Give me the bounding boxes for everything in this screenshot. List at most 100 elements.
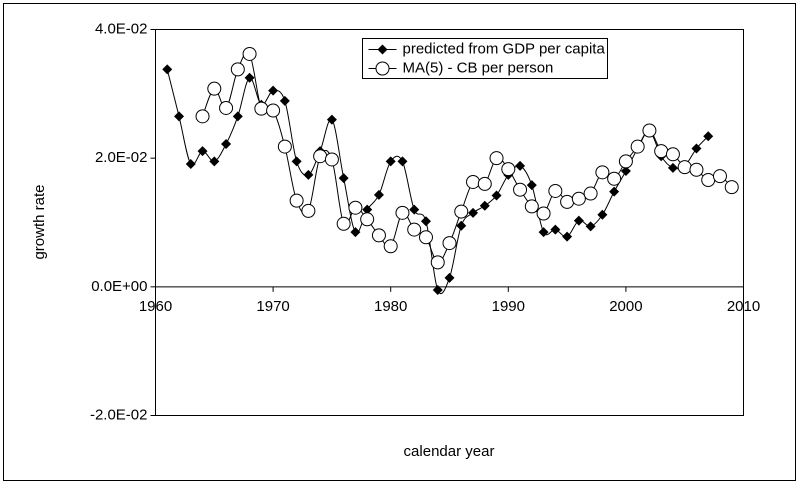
- data-point: [607, 171, 622, 186]
- data-point: [677, 160, 692, 175]
- data-point: [185, 158, 196, 169]
- data-point: [477, 176, 492, 191]
- data-point: [513, 182, 528, 197]
- data-point: [571, 191, 586, 206]
- data-point: [538, 227, 549, 238]
- data-point: [654, 144, 669, 159]
- data-point: [456, 220, 467, 231]
- data-point: [162, 64, 173, 75]
- data-point: [301, 203, 316, 218]
- data-point: [266, 103, 281, 118]
- data-point: [724, 180, 739, 195]
- data-point: [524, 199, 539, 214]
- data-point: [468, 207, 479, 218]
- legend-label: predicted from GDP per capita: [403, 40, 606, 57]
- data-point: [609, 186, 620, 197]
- data-point: [219, 100, 234, 115]
- data-point: [360, 212, 375, 227]
- plot-area: [155, 29, 744, 416]
- y-tick-label: -2.0E-02: [90, 406, 148, 423]
- data-point: [174, 111, 185, 122]
- data-point: [254, 101, 269, 116]
- x-tick-label: 1980: [374, 298, 407, 315]
- data-point: [689, 162, 704, 177]
- data-point: [232, 111, 243, 122]
- data-point: [209, 156, 220, 167]
- series-line: [202, 51, 733, 263]
- data-point: [303, 169, 314, 180]
- data-point: [407, 222, 422, 237]
- data-point: [397, 156, 408, 167]
- data-point: [548, 183, 563, 198]
- x-tick-label: 2000: [609, 298, 642, 315]
- data-point: [550, 224, 561, 235]
- data-point: [536, 206, 551, 221]
- data-point: [430, 255, 445, 270]
- data-point: [691, 143, 702, 154]
- data-point: [324, 152, 339, 167]
- data-point: [383, 239, 398, 254]
- x-tick-label: 2010: [727, 298, 760, 315]
- y-tick-label: 4.0E-02: [95, 20, 148, 37]
- data-point: [373, 189, 384, 200]
- data-point: [230, 62, 245, 77]
- data-point: [385, 156, 396, 167]
- legend-box: [362, 38, 608, 79]
- data-point: [268, 85, 279, 96]
- legend-marker: [375, 61, 390, 76]
- data-point: [338, 173, 349, 184]
- x-tick-label: 1960: [139, 298, 172, 315]
- x-axis-label: calendar year: [404, 443, 495, 460]
- y-axis-label: growth rate: [31, 184, 48, 259]
- data-point: [242, 46, 257, 61]
- data-point: [350, 227, 361, 238]
- x-tick-label: 1990: [492, 298, 525, 315]
- y-tick-label: 2.0E-02: [95, 149, 148, 166]
- data-point: [418, 230, 433, 245]
- data-point: [665, 147, 680, 162]
- data-point: [620, 166, 631, 177]
- y-tick-label: 0.0E+00: [91, 278, 147, 295]
- data-point: [703, 131, 714, 142]
- data-point: [667, 162, 678, 173]
- data-point: [371, 228, 386, 243]
- data-point: [313, 149, 328, 164]
- data-point: [491, 190, 502, 201]
- data-point: [244, 72, 255, 83]
- data-point: [562, 231, 573, 242]
- data-point: [526, 180, 537, 191]
- data-point: [362, 204, 373, 215]
- data-point: [409, 204, 420, 215]
- data-point: [573, 215, 584, 226]
- data-point: [336, 216, 351, 231]
- data-point: [701, 173, 716, 188]
- data-point: [348, 200, 363, 215]
- data-point: [444, 272, 455, 283]
- data-point: [712, 169, 727, 184]
- data-point: [642, 123, 657, 138]
- data-point: [420, 216, 431, 227]
- data-point: [595, 165, 610, 180]
- data-point: [289, 193, 304, 208]
- legend-label: MA(5) - CB per person: [403, 59, 554, 76]
- data-point: [583, 186, 598, 201]
- data-point: [618, 154, 633, 169]
- data-point: [585, 221, 596, 232]
- data-point: [291, 156, 302, 167]
- data-point: [597, 209, 608, 220]
- data-point: [630, 139, 645, 154]
- data-point: [479, 200, 490, 211]
- legend-marker: [377, 44, 388, 55]
- data-point: [560, 194, 575, 209]
- data-point: [277, 139, 292, 154]
- data-point: [432, 285, 443, 296]
- data-point: [395, 205, 410, 220]
- data-point: [466, 174, 481, 189]
- data-point: [207, 81, 222, 96]
- data-point: [442, 236, 457, 251]
- data-point: [279, 95, 290, 106]
- data-point: [326, 114, 337, 125]
- data-point: [197, 146, 208, 157]
- x-tick-label: 1970: [256, 298, 289, 315]
